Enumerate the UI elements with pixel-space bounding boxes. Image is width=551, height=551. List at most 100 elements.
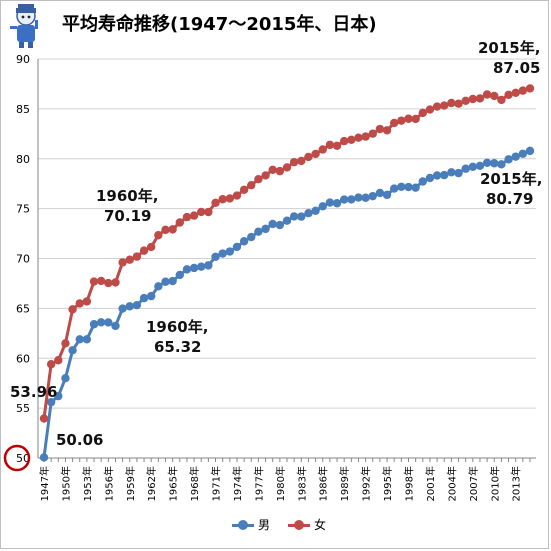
annotation-male-2015-year: 2015年, bbox=[480, 170, 543, 188]
axes bbox=[37, 59, 536, 462]
data-point bbox=[339, 195, 349, 204]
data-point bbox=[311, 149, 320, 159]
data-point bbox=[282, 216, 292, 225]
data-point bbox=[218, 195, 227, 204]
data-point bbox=[332, 199, 342, 208]
data-point bbox=[318, 202, 327, 211]
data-point bbox=[432, 171, 442, 180]
data-point bbox=[332, 141, 342, 150]
y-tick-label: 50 bbox=[16, 452, 30, 465]
data-point bbox=[504, 90, 513, 100]
data-point bbox=[211, 252, 220, 262]
data-point bbox=[125, 255, 134, 264]
data-point bbox=[161, 277, 170, 286]
annotation-male-2015: 2015年, 80.79 bbox=[480, 169, 542, 209]
data-point bbox=[111, 278, 120, 287]
data-point bbox=[182, 212, 192, 222]
data-point bbox=[132, 252, 142, 261]
data-point bbox=[497, 95, 506, 105]
y-tick-label: 90 bbox=[16, 53, 30, 66]
data-point bbox=[232, 191, 242, 200]
y-tick-label: 55 bbox=[16, 402, 30, 415]
data-point bbox=[411, 114, 420, 124]
data-point bbox=[168, 276, 177, 286]
x-tick-labels: 1947年 1950年 1953年 1956年 1959年 1962年 1965年 1968年… bbox=[38, 466, 523, 501]
data-point bbox=[247, 232, 256, 242]
legend-swatch-male bbox=[232, 519, 254, 530]
data-point bbox=[304, 152, 313, 162]
data-point bbox=[225, 247, 235, 256]
data-point bbox=[497, 160, 506, 169]
data-point bbox=[175, 270, 184, 280]
data-point bbox=[475, 161, 485, 171]
legend-label-female: 女 bbox=[314, 518, 327, 532]
data-point bbox=[304, 209, 313, 218]
data-point bbox=[397, 182, 406, 191]
x-tick-label: 1992年 bbox=[360, 466, 373, 501]
x-tick-label: 1947年 bbox=[38, 466, 51, 501]
annotation-male-1960-year: 1960年, bbox=[146, 318, 209, 336]
data-point bbox=[404, 182, 413, 192]
annotation-female-1947: 53.96 bbox=[10, 382, 57, 402]
data-point bbox=[82, 297, 92, 306]
baseline-highlight-circle bbox=[3, 444, 31, 472]
annotation-female-1960-value: 70.19 bbox=[104, 207, 152, 225]
legend-item-female[interactable]: 女 bbox=[288, 516, 326, 533]
baseline-highlight bbox=[3, 444, 31, 472]
data-point bbox=[154, 230, 163, 240]
annotation-male-1960-value: 65.32 bbox=[154, 338, 202, 356]
legend-swatch-female bbox=[288, 519, 311, 530]
x-tick-label: 1971年 bbox=[210, 466, 223, 501]
data-point bbox=[218, 249, 227, 258]
y-tick-label: 70 bbox=[16, 253, 30, 266]
data-point bbox=[325, 198, 335, 207]
data-point bbox=[282, 163, 292, 172]
series-lines bbox=[39, 84, 535, 462]
data-point bbox=[490, 159, 499, 168]
data-point bbox=[261, 171, 270, 180]
y-tick-label: 65 bbox=[16, 302, 30, 315]
data-point bbox=[390, 118, 399, 128]
data-point bbox=[61, 374, 70, 383]
x-tick-label: 2013年 bbox=[510, 466, 523, 501]
data-point bbox=[425, 105, 435, 114]
data-point bbox=[54, 391, 63, 401]
data-point bbox=[268, 165, 277, 175]
x-tick-label: 1983年 bbox=[295, 466, 308, 501]
data-point bbox=[147, 291, 156, 301]
annotation-female-2015-value: 87.05 bbox=[493, 59, 541, 77]
data-point bbox=[104, 278, 113, 288]
legend: 男 女 bbox=[232, 516, 326, 533]
data-point bbox=[432, 102, 442, 111]
data-point bbox=[354, 193, 363, 202]
legend-label-male: 男 bbox=[258, 518, 271, 532]
data-point bbox=[89, 320, 99, 329]
data-point bbox=[425, 173, 435, 183]
data-point bbox=[397, 116, 406, 125]
x-tick-label: 1989年 bbox=[338, 466, 351, 501]
x-tick-label: 2004年 bbox=[445, 466, 458, 501]
x-tick-label: 2001年 bbox=[424, 466, 437, 501]
data-point bbox=[418, 177, 427, 186]
data-point bbox=[139, 246, 149, 255]
data-point bbox=[368, 191, 377, 201]
x-tick-label: 2010年 bbox=[488, 466, 501, 501]
data-point bbox=[46, 397, 56, 407]
data-point bbox=[375, 188, 385, 198]
legend-item-male[interactable]: 男 bbox=[232, 516, 270, 533]
data-point bbox=[454, 168, 463, 178]
data-point bbox=[318, 145, 327, 154]
data-point bbox=[118, 304, 127, 313]
annotation-male-1960: 1960年, 65.32 bbox=[146, 317, 208, 357]
data-point bbox=[275, 220, 285, 230]
x-tick-label: 1995年 bbox=[381, 466, 394, 501]
x-tick-label: 1968年 bbox=[188, 466, 201, 501]
data-point bbox=[361, 193, 370, 202]
data-point bbox=[339, 136, 349, 146]
data-point bbox=[161, 225, 170, 235]
data-point bbox=[147, 242, 156, 252]
annotation-female-1960: 1960年, 70.19 bbox=[96, 186, 158, 226]
data-point bbox=[475, 94, 485, 103]
data-point bbox=[96, 276, 106, 286]
data-point bbox=[411, 183, 420, 192]
